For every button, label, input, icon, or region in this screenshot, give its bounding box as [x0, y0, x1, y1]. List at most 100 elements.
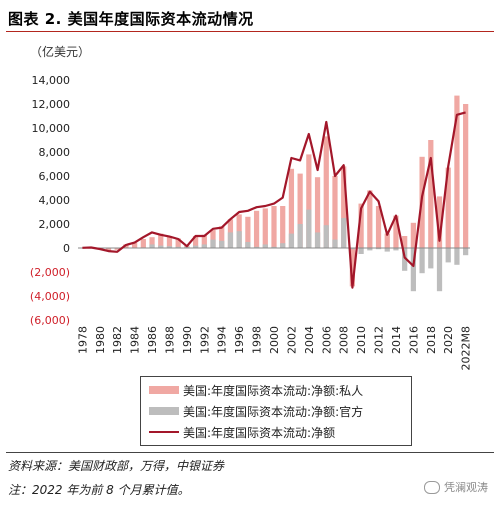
y-tick-label: 6,000 [39, 170, 71, 183]
x-tick-label: 1994 [216, 326, 229, 354]
bar-official [288, 233, 295, 248]
bar-official [236, 231, 242, 248]
series-line-net [82, 111, 466, 289]
bar-official [402, 248, 408, 271]
footer-rule [6, 452, 494, 453]
x-tick-label: 2008 [338, 326, 351, 354]
bar-private [332, 176, 338, 248]
bar-official [280, 243, 286, 248]
bar-official [341, 218, 347, 248]
bar-private [375, 206, 382, 248]
x-tick-labels: 1978 1980 1982 1984 1986 1988 1990 1992 1994 1996… [76, 326, 472, 370]
x-tick-label: 1996 [233, 326, 246, 354]
bar-private [384, 233, 390, 248]
bar-official [210, 239, 216, 248]
bar-official [175, 246, 181, 248]
title-rule [6, 31, 494, 32]
bar-private [149, 237, 155, 248]
x-tick-label: 1992 [198, 326, 211, 354]
legend-item-official: 美国:年度国际资本流动:净额:官方 [149, 401, 363, 421]
x-tick-label: 1980 [94, 326, 107, 354]
bar-official [245, 242, 251, 248]
bar-private [402, 236, 408, 248]
chart: （亿美元） 14,000 12,000 10,000 8,000 6,000 4,000 2… [30, 44, 473, 370]
bar-official [436, 248, 443, 292]
bar-private [393, 215, 399, 248]
bar-private [445, 167, 451, 248]
x-tick-label: 1982 [111, 326, 124, 354]
x-tick-label: 1978 [76, 326, 89, 354]
bar-official [184, 246, 190, 248]
bar-official [219, 240, 225, 248]
x-tick-label: 2014 [390, 326, 403, 354]
x-tick-label: 2010 [355, 326, 368, 354]
y-tick-label: 4,000 [39, 194, 71, 207]
y-tick-labels: 14,000 12,000 10,000 8,000 6,000 4,000 2,000 0 (… [30, 74, 70, 327]
bar-private [463, 104, 469, 248]
bar-private [428, 140, 434, 248]
x-tick-label: 2002 [285, 326, 298, 354]
bar-official [253, 246, 260, 248]
y-tick-label: 0 [63, 242, 70, 255]
bar-private [323, 136, 329, 248]
bar-official [271, 246, 277, 248]
y-tick-label: 10,000 [32, 122, 71, 135]
bar-official [428, 248, 434, 269]
watermark-text: 凭澜观涛 [444, 481, 488, 494]
watermark: 凭澜观涛 [424, 479, 488, 495]
bar-private [341, 166, 347, 248]
bar-private [288, 168, 295, 248]
legend-swatch-private [149, 386, 179, 394]
x-tick-label: 1990 [181, 326, 194, 354]
x-tick-label: 2022M8 [460, 326, 473, 370]
bar-private [349, 248, 356, 287]
legend-label-private: 美国:年度国际资本流动:净额:私人 [183, 383, 364, 398]
unit-label: （亿美元） [30, 44, 90, 59]
x-tick-label: 2000 [268, 326, 281, 354]
bar-private [367, 190, 373, 248]
x-tick-label: 1988 [163, 326, 176, 354]
legend: 美国:年度国际资本流动:净额:私人 美国:年度国际资本流动:净额:官方 美国:年… [140, 376, 412, 446]
bar-private [410, 222, 416, 248]
bar-private [140, 239, 146, 248]
bar-official [166, 246, 173, 248]
bar-private [114, 248, 120, 250]
bar-official [262, 244, 268, 248]
bar-official [384, 248, 390, 252]
bar-official [323, 225, 329, 248]
x-tick-label: 2018 [425, 326, 438, 354]
bar-official [419, 248, 425, 274]
bar-official [314, 232, 321, 248]
x-tick-label: 2016 [407, 326, 420, 354]
bar-private [454, 95, 460, 248]
note-text: 注：2022 年为前 8 个月累计值。 [8, 483, 190, 497]
bar-private [105, 248, 112, 251]
y-tick-label: (2,000) [30, 266, 70, 279]
y-tick-label: 12,000 [32, 98, 71, 111]
bar-official [358, 248, 364, 254]
bar-official [367, 248, 373, 251]
bar-private [297, 173, 303, 248]
bar-private [132, 242, 138, 248]
y-tick-label: (6,000) [30, 314, 70, 327]
x-tick-label: 1998 [251, 326, 264, 354]
x-tick-label: 2020 [442, 326, 455, 354]
bar-official [149, 244, 155, 248]
bar-official [375, 248, 382, 250]
bar-private [201, 234, 207, 248]
bar-official [158, 245, 164, 248]
x-tick-label: 2012 [373, 326, 386, 354]
legend-swatch-official [149, 407, 179, 415]
legend-label-net: 美国:年度国际资本流动:净额 [183, 425, 336, 440]
bar-official [463, 248, 469, 256]
bar-official [454, 248, 460, 265]
bar-official [332, 239, 338, 248]
bar-official [306, 209, 312, 248]
bar-official [192, 245, 199, 248]
y-tick-label: (4,000) [30, 290, 70, 303]
bar-private [210, 230, 216, 248]
bar-official [201, 244, 207, 248]
bars-private [88, 95, 469, 287]
bar-official [393, 248, 399, 251]
bar-private [166, 236, 173, 248]
